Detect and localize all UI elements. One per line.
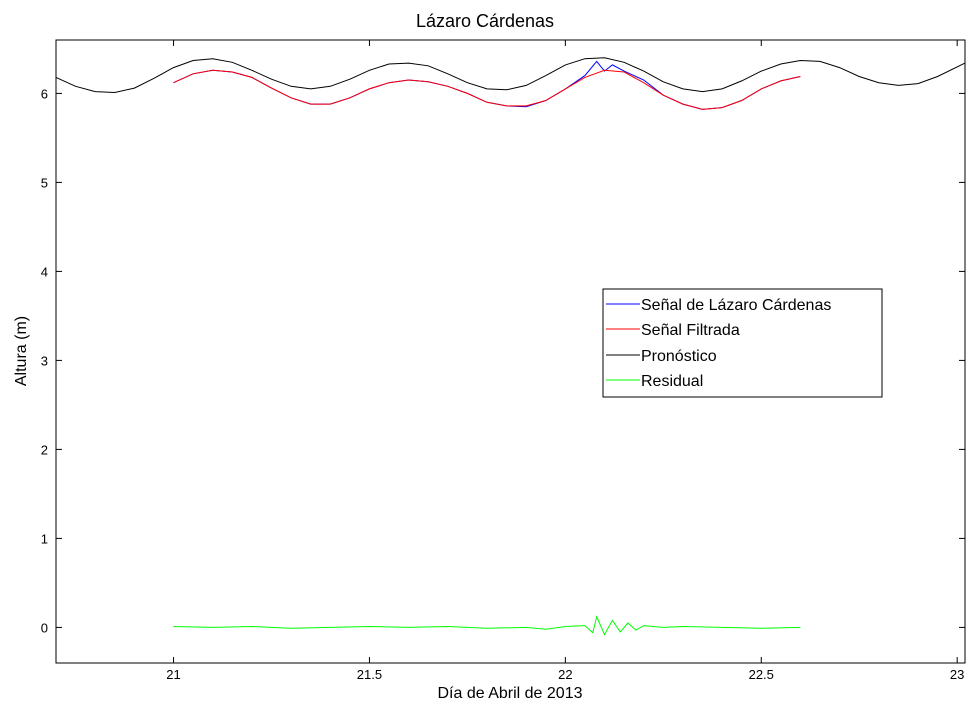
y-tick-label: 3 (41, 353, 48, 368)
series-line-forecast (55, 57, 966, 94)
legend-box (602, 288, 883, 398)
x-tick-label: 22.5 (749, 667, 774, 682)
legend-label-residual: Residual (641, 373, 703, 390)
x-axis-title: Día de Abril de 2013 (438, 685, 583, 702)
y-tick-label: 5 (41, 175, 48, 190)
y-tick-label: 2 (41, 442, 48, 457)
y-tick-label: 1 (41, 531, 48, 546)
y-tick-label: 0 (41, 620, 48, 635)
series-line-filtered (173, 69, 801, 110)
series-layer (55, 57, 966, 636)
x-tick-label: 22 (558, 667, 572, 682)
x-tick-label: 21.5 (357, 667, 382, 682)
x-tick-label: 23 (950, 667, 964, 682)
chart-title: Lázaro Cárdenas (416, 11, 554, 31)
legend: Señal de Lázaro Cárdenas Señal Filtrada … (602, 288, 883, 398)
legend-label-filtered: Señal Filtrada (641, 322, 740, 339)
x-tick-label: 21 (166, 667, 180, 682)
y-axis-title: Altura (m) (13, 316, 30, 386)
series-line-residual (173, 615, 801, 636)
y-tick-label: 4 (41, 264, 48, 279)
y-tick-label: 6 (41, 86, 48, 101)
legend-label-signal: Señal de Lázaro Cárdenas (641, 297, 831, 314)
legend-label-forecast: Pronóstico (641, 348, 717, 365)
